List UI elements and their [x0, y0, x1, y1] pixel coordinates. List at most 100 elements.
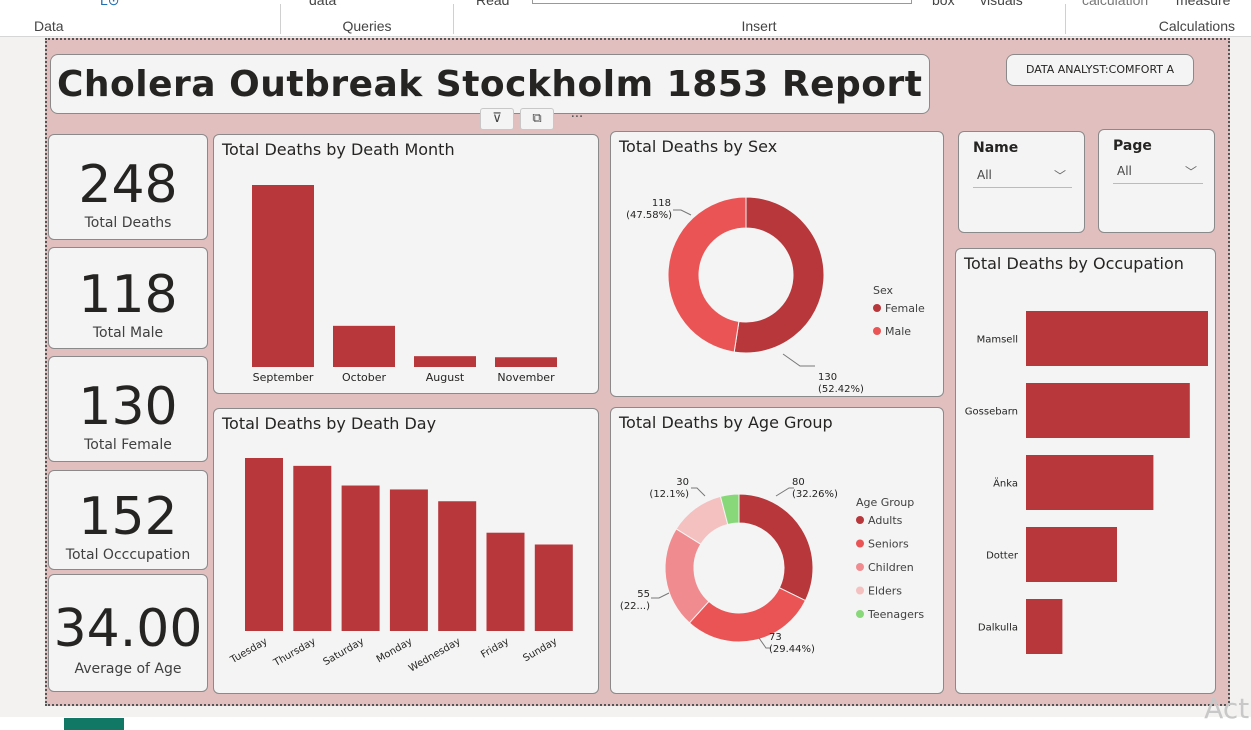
- kpi-total-male[interactable]: 118 Total Male: [48, 247, 208, 349]
- slice-seniors[interactable]: [688, 587, 807, 643]
- slicer-name-dropdown[interactable]: All ﹀: [973, 164, 1072, 188]
- chart-deaths-by-occupation[interactable]: Total Deaths by Occupation Mamsell Gosseb…: [955, 248, 1216, 694]
- ribbon-partial-text: Read: [476, 0, 510, 8]
- legend-marker: [873, 304, 881, 312]
- ribbon-group-insert[interactable]: Read box visuals Insert: [454, 0, 1064, 37]
- legend-marker: [856, 516, 864, 524]
- kpi-total-occupation[interactable]: 152 Total Occcupation: [48, 470, 208, 570]
- focus-mode-icon[interactable]: ⧉: [520, 108, 554, 130]
- data-label: 118: [652, 198, 671, 209]
- y-tick-label: Dotter: [986, 551, 1019, 562]
- bar-occupation[interactable]: [1026, 311, 1208, 366]
- ribbon-separator: [453, 4, 454, 34]
- data-label: (32.26%): [792, 489, 838, 500]
- ribbon-input-partial[interactable]: [532, 0, 912, 4]
- report-title-box[interactable]: Cholera Outbreak Stockholm 1853 Report: [50, 54, 930, 114]
- ribbon-partial-text: visuals: [980, 0, 1023, 8]
- legend-item[interactable]: Female: [885, 302, 925, 315]
- x-tick-label: Tuesday: [228, 636, 270, 666]
- y-tick-label: Änka: [993, 477, 1018, 490]
- legend-item[interactable]: Elders: [868, 585, 902, 598]
- chart-title: Total Deaths by Death Day: [222, 414, 437, 433]
- status-bar: [0, 717, 1251, 730]
- slicer-page[interactable]: Page All ﹀: [1098, 129, 1215, 233]
- slice-male[interactable]: [667, 196, 747, 353]
- bar-saturday[interactable]: [341, 485, 380, 631]
- page-tab-indicator[interactable]: [64, 718, 124, 730]
- kpi-label: Total Occcupation: [65, 547, 191, 563]
- data-label: 130: [818, 372, 837, 383]
- chart-deaths-by-sex[interactable]: Total Deaths by Sex 130 (52.42%) 118 (47.58…: [610, 131, 944, 397]
- chart-title: Total Deaths by Death Month: [222, 140, 455, 159]
- data-label: (29.44%): [769, 644, 815, 655]
- age-donut-chart: 80(32.26%) 73(29.44%) 55(22...) 30(12.1%) Ag…: [620, 477, 924, 655]
- bar-occupation[interactable]: [1026, 527, 1117, 582]
- legend-marker: [856, 610, 864, 618]
- legend-marker: [856, 586, 864, 595]
- kpi-label: Total Deaths: [84, 215, 172, 231]
- bar-august[interactable]: [414, 356, 476, 367]
- kpi-value: 152: [78, 487, 178, 547]
- x-tick-label: November: [497, 371, 555, 384]
- activation-watermark: Acti: [1204, 692, 1251, 725]
- bar-thursday[interactable]: [293, 465, 332, 631]
- kpi-total-female[interactable]: 130 Total Female: [48, 356, 208, 462]
- chevron-down-icon: ﹀: [1053, 169, 1066, 183]
- slicer-title: Page: [1113, 138, 1152, 154]
- x-tick-label: Monday: [375, 636, 415, 665]
- bar-friday[interactable]: [486, 532, 525, 631]
- kpi-value: 34.00: [53, 599, 203, 659]
- slice-teenagers[interactable]: [719, 493, 740, 526]
- bar-wednesday[interactable]: [438, 501, 477, 631]
- kpi-total-deaths[interactable]: 248 Total Deaths: [48, 134, 208, 240]
- legend-marker: [873, 327, 881, 335]
- ribbon-partial-text: measure: [1176, 0, 1231, 8]
- legend-title: Sex: [873, 284, 894, 297]
- bar-october[interactable]: [333, 325, 395, 367]
- ribbon: L⊙ Data data Queries Read box visuals In…: [0, 0, 1251, 37]
- data-label: 80: [792, 477, 805, 488]
- bar-tuesday[interactable]: [245, 458, 283, 631]
- ribbon-partial-text: data: [309, 0, 337, 8]
- bar-occupation[interactable]: [1026, 383, 1190, 438]
- x-tick-label: Saturday: [322, 636, 367, 668]
- legend-item[interactable]: Adults: [868, 514, 903, 527]
- data-label: (47.58%): [626, 210, 672, 221]
- slice-children[interactable]: [664, 528, 710, 624]
- slicer-name[interactable]: Name All ﹀: [958, 131, 1085, 233]
- legend-marker: [856, 563, 864, 571]
- legend-item[interactable]: Male: [885, 325, 911, 338]
- bar-sunday[interactable]: [534, 544, 573, 632]
- bar-monday[interactable]: [389, 489, 428, 631]
- legend-item[interactable]: Teenagers: [867, 608, 924, 621]
- legend-item[interactable]: Seniors: [868, 538, 909, 551]
- more-options-icon[interactable]: ···: [570, 110, 584, 125]
- bar-occupation[interactable]: [1026, 455, 1154, 510]
- ribbon-group-calculations[interactable]: calculation measure Calculations: [1066, 0, 1251, 37]
- x-tick-label: Friday: [479, 636, 511, 661]
- chevron-down-icon: ﹀: [1184, 165, 1197, 179]
- occupation-bar-chart: Mamsell Gossebarn Änka Dotter Dalkulla: [965, 311, 1208, 654]
- slicer-page-dropdown[interactable]: All ﹀: [1113, 160, 1203, 184]
- chart-deaths-by-day[interactable]: Total Deaths by Death Day Tuesday Thursda…: [213, 408, 599, 694]
- bar-occupation[interactable]: [1026, 599, 1063, 654]
- ribbon-group-data[interactable]: L⊙ Data: [0, 0, 280, 37]
- leader-line: [758, 637, 771, 649]
- kpi-value: 118: [78, 265, 178, 325]
- ribbon-group-queries[interactable]: data Queries: [281, 0, 453, 37]
- bar-november[interactable]: [495, 357, 557, 367]
- slice-female[interactable]: [733, 196, 825, 354]
- chart-deaths-by-month[interactable]: Total Deaths by Death Month September Oct…: [213, 134, 599, 394]
- chart-deaths-by-age-group[interactable]: Total Deaths by Age Group 80 (32.26%) 73 (2…: [610, 407, 944, 694]
- chart-title: Total Deaths by Sex: [619, 137, 778, 156]
- leader-line: [673, 209, 692, 216]
- analyst-box[interactable]: DATA ANALYST:COMFORT A: [1006, 54, 1194, 86]
- chart-title: Total Deaths by Age Group: [619, 413, 833, 432]
- kpi-label: Average of Age: [74, 661, 182, 677]
- bar-september[interactable]: [252, 185, 314, 367]
- x-tick-label: Thursday: [271, 636, 318, 669]
- kpi-average-age[interactable]: 34.00 Average of Age: [48, 574, 208, 692]
- filter-icon[interactable]: ⊽: [480, 108, 514, 130]
- slice-adults[interactable]: [738, 493, 814, 602]
- legend-item[interactable]: Children: [868, 561, 914, 574]
